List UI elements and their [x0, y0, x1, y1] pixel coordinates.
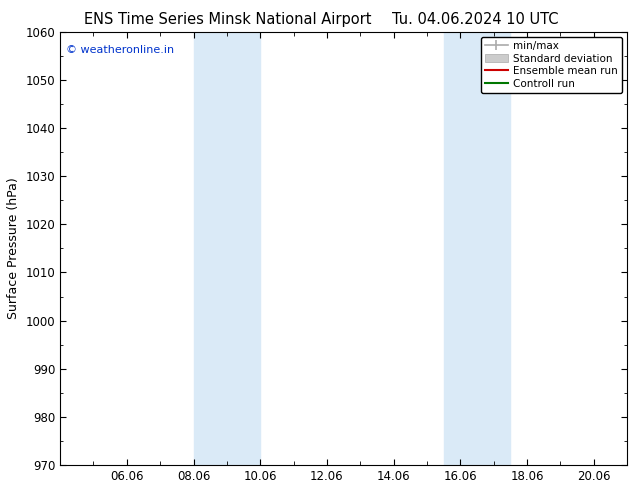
- Legend: min/max, Standard deviation, Ensemble mean run, Controll run: min/max, Standard deviation, Ensemble me…: [481, 37, 622, 93]
- Bar: [193, 31, 260, 465]
- Text: ENS Time Series Minsk National Airport: ENS Time Series Minsk National Airport: [84, 12, 372, 27]
- Bar: [444, 31, 510, 465]
- Y-axis label: Surface Pressure (hPa): Surface Pressure (hPa): [7, 177, 20, 319]
- Text: © weatheronline.in: © weatheronline.in: [66, 45, 174, 54]
- Text: Tu. 04.06.2024 10 UTC: Tu. 04.06.2024 10 UTC: [392, 12, 559, 27]
